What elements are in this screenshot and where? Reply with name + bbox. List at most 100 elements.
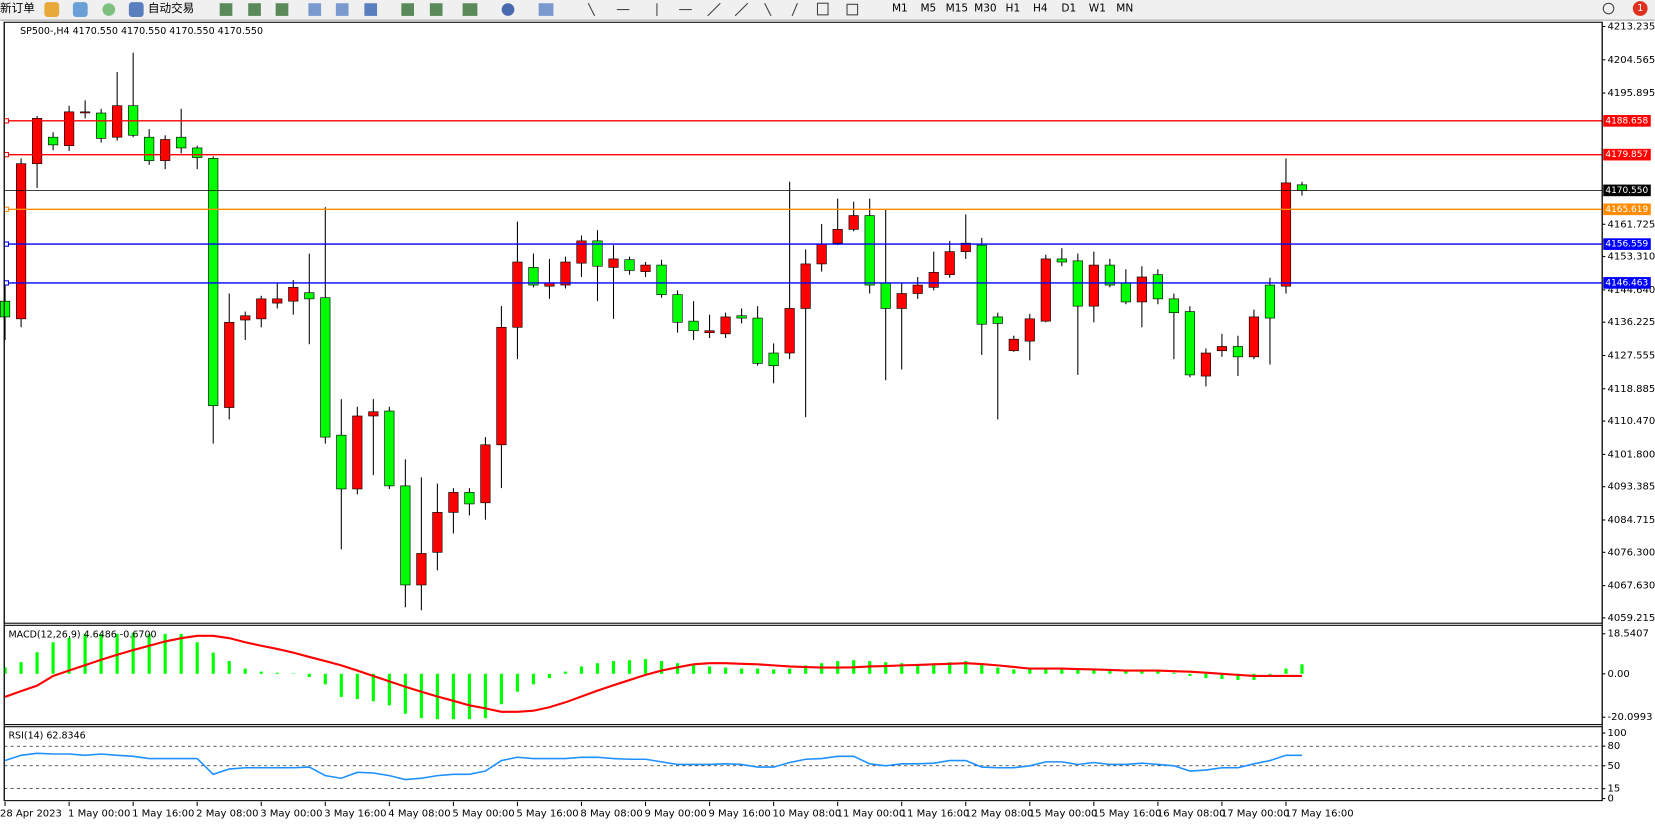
macd-histogram-bar — [948, 662, 952, 674]
timeframe-button[interactable]: M1 — [892, 3, 908, 15]
macd-histogram-bar — [1268, 673, 1272, 675]
timeframe-button[interactable]: M15 — [946, 3, 969, 15]
timeframe-button[interactable]: H4 — [1033, 3, 1048, 15]
candle-body — [432, 512, 443, 553]
panel-frame — [3, 624, 1603, 726]
y-tick-label: 4136.225 — [1607, 317, 1655, 328]
candle-body — [240, 315, 251, 321]
auto-trading-button[interactable]: 自动交易 — [148, 1, 194, 15]
candle-body — [64, 111, 75, 146]
macd-histogram-bar — [756, 668, 760, 674]
icon[interactable] — [308, 3, 322, 16]
icon[interactable] — [248, 3, 261, 16]
x-tick-label: 15 May 00:00 — [1029, 808, 1098, 819]
candle-body — [912, 284, 923, 294]
icon[interactable] — [791, 3, 798, 17]
x-tick-label: 28 Apr 2023 — [0, 808, 62, 819]
timeframe-button[interactable]: D1 — [1061, 3, 1076, 15]
icon[interactable] — [44, 2, 60, 17]
macd-histogram-bar — [243, 668, 247, 674]
icon[interactable] — [462, 3, 478, 16]
macd-histogram-bar — [323, 673, 327, 685]
icon[interactable] — [275, 3, 289, 16]
macd-histogram-bar — [51, 642, 55, 674]
icon[interactable] — [429, 3, 443, 16]
y-tick-label: 4093.385 — [1607, 482, 1655, 493]
candle-body — [496, 326, 507, 446]
candle-body — [832, 229, 843, 244]
level-price-label: 4146.463 — [1605, 278, 1648, 288]
candle-body — [480, 444, 491, 504]
candle-body — [160, 139, 171, 161]
candle-body — [352, 415, 363, 490]
icon[interactable] — [335, 3, 349, 16]
macd-histogram-bar — [19, 662, 23, 674]
macd-histogram-bar — [1220, 673, 1224, 679]
x-tick-label: 4 May 08:00 — [388, 808, 450, 819]
y-tick-label: 4059.215 — [1607, 613, 1655, 624]
candle-body — [1120, 282, 1131, 303]
macd-histogram-bar — [83, 633, 87, 674]
icon[interactable] — [102, 3, 116, 16]
x-tick-label: 12 May 08:00 — [965, 808, 1034, 819]
x-tick-label: 1 May 16:00 — [132, 808, 194, 819]
candle-body — [1280, 182, 1292, 287]
icon[interactable] — [587, 3, 596, 17]
icon[interactable] — [364, 3, 378, 16]
icon[interactable] — [401, 3, 415, 16]
timeframe-button[interactable]: M30 — [974, 3, 997, 15]
icon[interactable] — [128, 2, 144, 17]
panel-title: RSI(14) 62.8346 — [8, 731, 85, 742]
x-tick-label: 15 May 16:00 — [1093, 808, 1162, 819]
macd-histogram-bar — [804, 665, 808, 674]
y-tick-label: 80 — [1607, 741, 1620, 752]
macd-histogram-bar — [691, 664, 696, 674]
icon[interactable] — [72, 2, 88, 17]
x-tick-label: 10 May 08:00 — [773, 808, 842, 819]
icon[interactable] — [846, 3, 859, 16]
new-order-button[interactable]: 新订单 — [0, 1, 35, 15]
y-tick-label: 15 — [1607, 784, 1620, 795]
macd-histogram-bar — [1028, 669, 1032, 674]
search-icon[interactable] — [1602, 2, 1615, 15]
candle-body — [192, 147, 203, 158]
candle-body — [992, 316, 1003, 324]
candle-body — [224, 321, 235, 408]
macd-histogram-bar — [467, 673, 471, 720]
macd-histogram-bar — [723, 667, 728, 674]
candle-body — [880, 282, 891, 309]
notification-badge[interactable] — [1632, 1, 1648, 16]
candle-body — [1104, 264, 1115, 286]
icon[interactable] — [707, 2, 721, 17]
candle-body — [512, 261, 523, 328]
timeframe-button[interactable]: MN — [1116, 3, 1133, 15]
y-tick-label: 4213.235 — [1607, 21, 1655, 32]
y-tick-label: 4127.555 — [1607, 350, 1655, 361]
candle-body — [1184, 311, 1195, 376]
x-tick-label: 17 May 16:00 — [1285, 808, 1354, 819]
icon[interactable] — [219, 3, 233, 16]
timeframe-button[interactable]: H1 — [1006, 3, 1021, 15]
icon[interactable] — [734, 2, 749, 17]
candle-body — [1040, 258, 1051, 322]
macd-histogram-bar — [900, 663, 904, 674]
candle-body — [384, 410, 395, 487]
icon[interactable] — [816, 2, 829, 16]
y-tick-label: 4204.565 — [1607, 55, 1655, 66]
timeframe-button[interactable]: M5 — [920, 3, 936, 15]
toolbar: 新订单 自动交易 — [0, 0, 1655, 21]
y-tick-label: 0.00 — [1607, 669, 1629, 680]
icon[interactable] — [538, 3, 554, 16]
panel-frame — [3, 726, 1603, 802]
macd-histogram-bar — [339, 673, 343, 697]
x-tick-label: 9 May 00:00 — [644, 808, 706, 819]
macd-histogram-bar — [611, 661, 616, 674]
x-tick-label: 5 May 00:00 — [452, 808, 514, 819]
level-handle — [3, 241, 9, 247]
icon[interactable] — [764, 3, 772, 17]
macd-histogram-bar — [275, 672, 279, 674]
macd-histogram-bar — [1060, 667, 1064, 674]
x-tick-label: 16 May 08:00 — [1157, 808, 1226, 819]
timeframe-button[interactable]: W1 — [1089, 3, 1106, 15]
icon[interactable] — [501, 3, 515, 16]
